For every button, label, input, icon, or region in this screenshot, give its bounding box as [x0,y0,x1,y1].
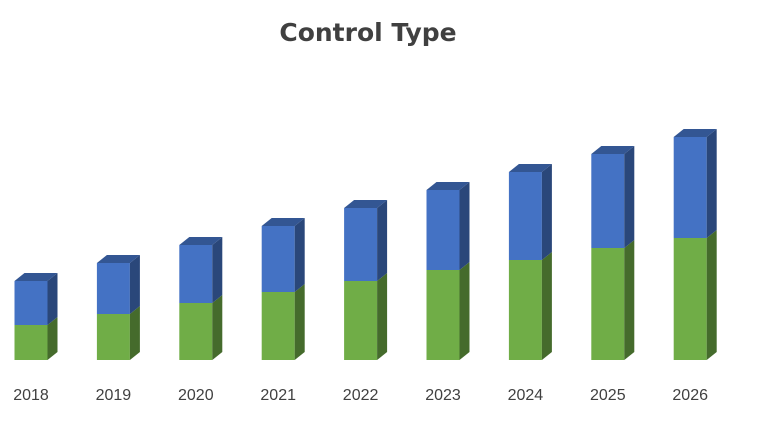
bar-top [179,237,223,245]
bar-segment [591,248,625,360]
bar-side [706,230,717,360]
bar-segment [508,260,542,360]
bar-segment [14,325,48,360]
x-tick-label: 2020 [178,387,214,404]
bar-side [459,182,470,270]
bar-side [377,273,388,360]
bar-segment [344,281,378,360]
bar-top [261,218,305,226]
x-tick-label: 2024 [508,387,544,404]
bar-side [624,146,635,248]
x-tick-label: 2019 [96,387,132,404]
bar-side [377,200,388,281]
x-tick-label: 2023 [425,387,461,404]
bar-segment [508,172,542,260]
bar-segment [261,226,295,292]
bar-top [591,146,635,154]
bar-top [96,255,140,263]
bar-top [673,129,717,137]
bar-side [129,306,140,360]
bar-segment [96,314,130,360]
bar-side [212,295,223,360]
bar-side [129,255,140,314]
chart-title: Control Type [279,18,456,47]
bar-side [541,164,552,260]
bar-side [47,273,58,325]
bar-segment [673,137,707,238]
x-tick-label: 2026 [672,387,708,404]
bar-side [294,218,305,292]
bar-segment [673,238,707,360]
bar-side [706,129,717,238]
bar-segment [344,208,378,281]
bar-segment [179,303,213,360]
bar-top [508,164,552,172]
bar-top [14,273,58,281]
x-tick-label: 2022 [343,387,379,404]
bar-segment [179,245,213,303]
bar-segment [96,263,130,314]
bar-top [344,200,388,208]
bar-side [459,262,470,360]
bar-segment [14,281,48,325]
bar-segment [426,190,460,270]
bar-segment [261,292,295,360]
x-tick-label: 2025 [590,387,626,404]
x-tick-label: 2018 [13,387,49,404]
bar-segment [591,154,625,248]
bar-side [541,252,552,360]
bar-side [212,237,223,303]
x-tick-label: 2021 [260,387,296,404]
bar-top [426,182,470,190]
bar-segment [426,270,460,360]
bar-side [294,284,305,360]
bar-side [47,317,58,360]
bar-side [624,240,635,360]
